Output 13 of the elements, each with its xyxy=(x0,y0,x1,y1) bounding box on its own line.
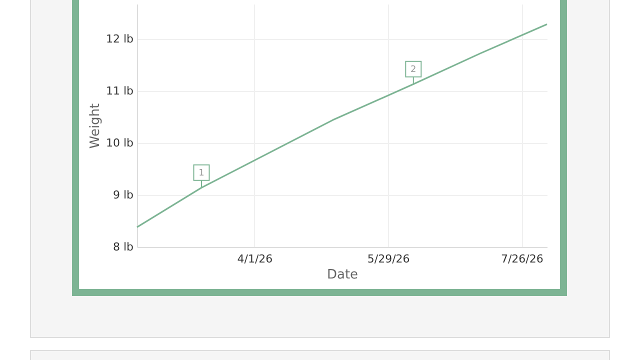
y-tick-label: 8 lb xyxy=(112,240,134,254)
x-tick-label: 5/29/26 xyxy=(367,252,410,266)
y-tick-label: 10 lb xyxy=(106,136,134,150)
line-series xyxy=(136,23,548,228)
y-tick-label: 12 lb xyxy=(106,32,134,46)
annotation: 2 xyxy=(410,65,416,76)
annotation: 1 xyxy=(198,168,204,179)
x-axis-title: Date xyxy=(326,268,358,282)
y-tick-label: 9 lb xyxy=(112,188,134,202)
x-tick-label: 7/26/26 xyxy=(500,252,544,266)
y-axis-title: Weight xyxy=(88,103,103,149)
y-tick-label: 11 lb xyxy=(106,84,134,98)
x-tick-label: 4/1/26 xyxy=(237,252,273,266)
